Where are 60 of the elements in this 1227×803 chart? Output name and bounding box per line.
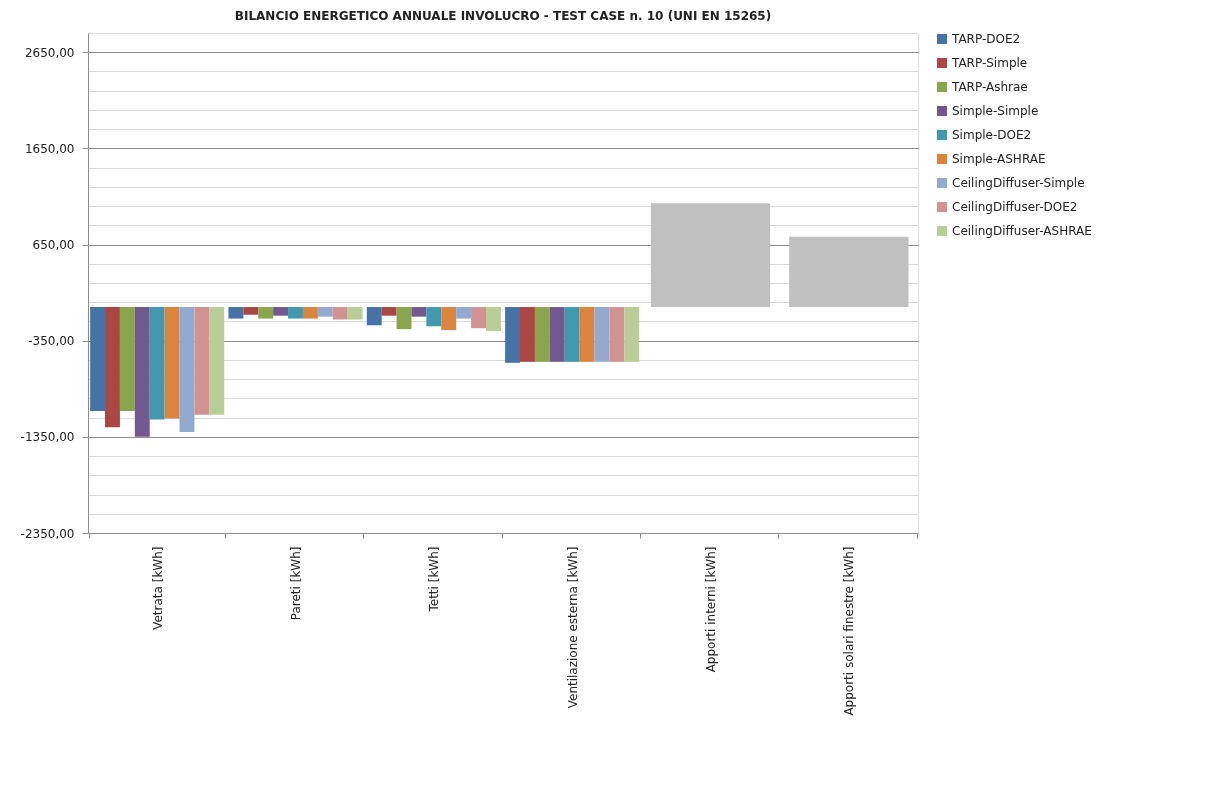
bar <box>332 307 348 320</box>
bar <box>134 307 150 437</box>
y-tick-label: 1650,00 <box>24 141 75 156</box>
bar <box>396 307 412 330</box>
y-tick-label: -350,00 <box>28 334 75 349</box>
bar <box>441 307 457 331</box>
y-tick-label: -2350,00 <box>20 526 75 541</box>
bar <box>485 307 501 332</box>
bar <box>347 307 363 320</box>
legend-label: CeilingDiffuser-ASHRAE <box>952 224 1092 238</box>
x-tick-label: Pareti [kWh] <box>289 546 303 621</box>
y-tick-label: 650,00 <box>32 238 75 253</box>
bar <box>90 307 106 411</box>
legend-label: Simple-DOE2 <box>952 128 1032 142</box>
x-tick-label: Apporti interni [kWh] <box>704 546 718 673</box>
bar <box>471 307 486 329</box>
bar <box>179 307 195 433</box>
bar <box>258 307 274 319</box>
bar <box>317 307 333 317</box>
bar <box>579 307 595 362</box>
bar <box>381 307 397 316</box>
bar <box>650 203 771 308</box>
legend-label: Simple-Simple <box>952 104 1039 118</box>
bar <box>302 307 318 319</box>
y-tick-label: -1350,00 <box>20 430 75 445</box>
bar <box>119 307 135 411</box>
bar <box>273 307 289 316</box>
legend-label: CeilingDiffuser-Simple <box>952 176 1085 190</box>
bar <box>149 307 165 420</box>
bar <box>243 307 259 315</box>
bar <box>456 307 472 319</box>
bar <box>549 307 565 362</box>
legend-label: TARP-DOE2 <box>951 32 1021 46</box>
bar <box>534 307 550 362</box>
bar <box>789 236 909 308</box>
bar <box>426 307 442 327</box>
bar <box>288 307 303 319</box>
bar <box>609 307 625 362</box>
x-tick-label: Tetti [kWh] <box>427 546 442 613</box>
bar <box>105 307 120 428</box>
x-tick-label: Ventilazione esterna [kWh] <box>565 546 580 709</box>
legend-label: CeilingDiffuser-DOE2 <box>952 200 1078 214</box>
bar <box>624 307 640 362</box>
bar <box>520 307 535 362</box>
bar <box>411 307 427 317</box>
y-tick-label: 2650,00 <box>24 45 75 60</box>
x-tick-label: Vetrata [kWh] <box>150 546 165 630</box>
bar <box>209 307 225 415</box>
bar <box>228 307 244 319</box>
x-tick-label: Apporti solari finestre [kWh] <box>842 546 857 716</box>
bar <box>194 307 210 415</box>
bar <box>366 307 382 326</box>
legend-label: Simple-ASHRAE <box>952 152 1046 166</box>
legend-label: TARP-Simple <box>951 56 1028 70</box>
bar <box>164 307 180 419</box>
legend-label: TARP-Ashrae <box>951 80 1028 94</box>
chart-title: BILANCIO ENERGETICO ANNUALE INVOLUCRO - TEST CASE n. 10 (UNI EN 15265) <box>234 9 772 23</box>
bar <box>505 307 521 363</box>
bar <box>594 307 610 362</box>
bar <box>564 307 580 362</box>
